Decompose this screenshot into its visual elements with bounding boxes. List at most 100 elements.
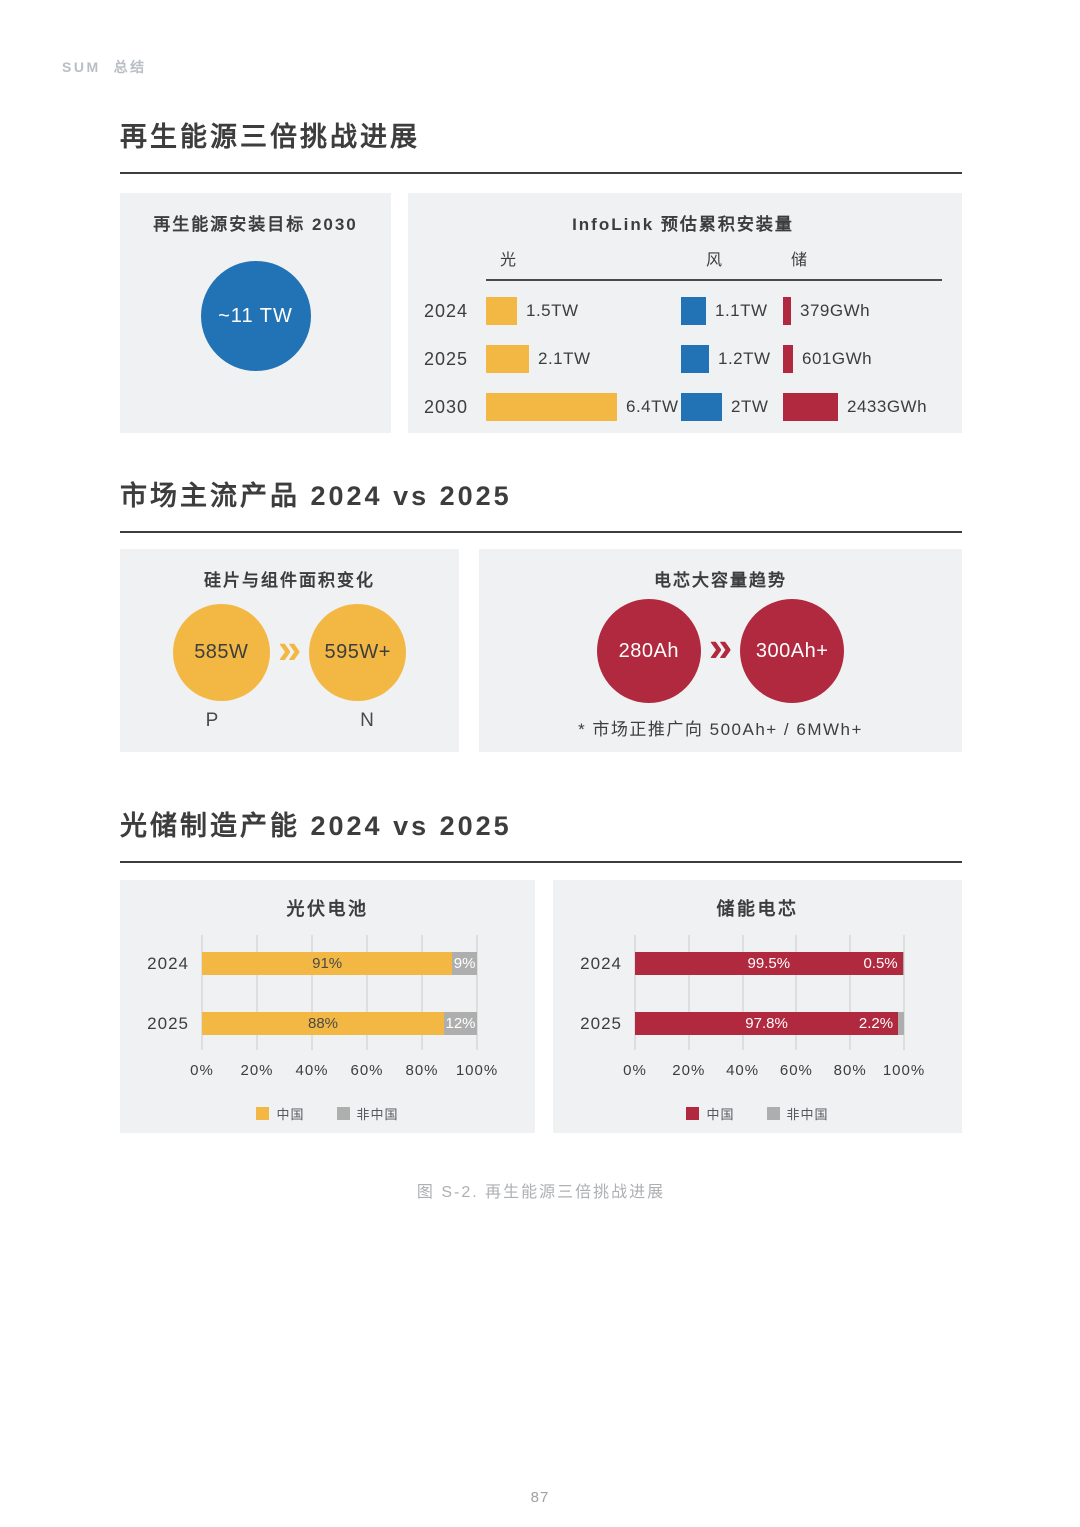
page-number: 87 <box>530 1489 550 1506</box>
storage-bar-row-2024: 2024 99.5% 0.5% <box>580 952 904 976</box>
target-circle: ~11 TW <box>200 261 311 372</box>
storage-bar <box>783 297 791 326</box>
install-header-year-spacer <box>424 246 486 281</box>
install-cell-solar: 2.1TW <box>486 345 681 374</box>
cell-to-value: 300Ah+ <box>755 639 829 662</box>
axis-tick: 100% <box>455 1062 499 1080</box>
capacity-charts-row: 光伏电池 2024 91% <box>120 880 962 1134</box>
china-segment: 88% <box>202 1012 444 1036</box>
module-type-spacer <box>261 710 319 732</box>
axis-tick: 60% <box>779 1062 813 1080</box>
module-to-type: N <box>360 710 374 732</box>
cell-from-circle: 280Ah <box>596 599 701 704</box>
wind-value: 2TW <box>731 397 769 417</box>
axis-tick: 20% <box>672 1062 706 1080</box>
axis-tick: 0% <box>623 1062 647 1080</box>
storage-value: 601GWh <box>802 349 873 369</box>
gridline <box>201 935 203 1051</box>
install-cell-solar: 6.4TW <box>486 393 681 422</box>
wind-value: 1.2TW <box>718 349 771 369</box>
wind-bar <box>681 345 709 374</box>
install-header-columns: 光 风 储 <box>486 246 942 282</box>
legend-swatch-yellow <box>256 1107 270 1121</box>
row-year-label: 2024 <box>580 953 622 973</box>
pv-chart-plot: 2024 91% 9% 2025 88% <box>147 935 478 1051</box>
module-from-type: P <box>205 710 219 732</box>
install-cell-solar: 1.5TW <box>486 297 681 326</box>
cell-capacity-title: 电芯大容量趋势 <box>654 571 787 591</box>
cell-capacity-panel: 电芯大容量趋势 280Ah » 300Ah+ * 市场正推广向 500Ah+ /… <box>479 549 962 753</box>
axis-tick: 80% <box>405 1062 439 1080</box>
gridline <box>311 935 313 1051</box>
module-circles-row: 585W » 595W+ <box>120 604 459 702</box>
gridline <box>634 935 636 1051</box>
solar-value: 2.1TW <box>538 349 591 369</box>
gridline <box>687 935 690 1051</box>
module-to-circle: 595W+ <box>309 604 407 702</box>
china-segment: 99.5% 0.5% <box>635 952 903 976</box>
storage-chart-axis: 0% 20% 40% 60% 80% 100% <box>623 1062 924 1080</box>
non-china-segment: 9% <box>452 952 477 976</box>
legend-label: 中国 <box>706 1107 735 1123</box>
pv-chart-legend: 中国 非中国 <box>120 1104 535 1123</box>
non-china-segment: 12% <box>444 1012 477 1036</box>
pv-bar-row-2024: 2024 91% 9% <box>147 952 477 976</box>
gridline <box>476 935 478 1051</box>
infolink-install-title: InfoLink 预估累积安装量 <box>572 215 794 235</box>
install-row-2030: 2030 6.4TW 2TW 2433GWh <box>424 383 942 431</box>
gridline <box>366 935 368 1051</box>
cell-from-value: 280Ah <box>618 639 679 662</box>
legend-label: 非中国 <box>356 1107 399 1123</box>
install-cell-storage: 2433GWh <box>783 393 942 422</box>
axis-tick: 0% <box>190 1062 214 1080</box>
pv-chart-axis: 0% 20% 40% 60% 80% 100% <box>190 1062 497 1080</box>
wind-value: 1.1TW <box>715 301 768 321</box>
install-cell-storage: 601GWh <box>783 345 942 374</box>
china-share-label: 88% <box>307 1015 339 1033</box>
install-table-rows: 2024 1.5TW 1.1TW 379GWh <box>424 287 942 431</box>
legend-item-non-china: 非中国 <box>336 1104 399 1123</box>
install-cell-wind: 1.2TW <box>681 345 783 374</box>
pv-cell-chart: 光伏电池 2024 91% <box>120 880 535 1134</box>
china-share-label: 97.8% <box>745 1015 788 1033</box>
storage-value: 379GWh <box>800 301 871 321</box>
install-cell-wind: 2TW <box>681 393 783 422</box>
gridline <box>421 935 423 1051</box>
axis-tick: 40% <box>295 1062 329 1080</box>
axis-tick: 40% <box>726 1062 760 1080</box>
col-header-wind: 风 <box>706 252 724 270</box>
legend-item-china: 中国 <box>256 1104 304 1123</box>
wafer-module-panel: 硅片与组件面积变化 585W » 595W+ P N <box>120 549 459 753</box>
install-table-header: 光 风 储 <box>424 246 942 282</box>
page-content: 再生能源三倍挑战进展 再生能源安装目标 2030 ~11 TW InfoLink… <box>120 118 962 1202</box>
section-title-manufacturing-capacity: 光储制造产能 2024 vs 2025 <box>120 807 962 864</box>
legend-swatch-gray <box>336 1107 350 1121</box>
gridline <box>741 935 744 1051</box>
china-segment: 97.8% 2.2% <box>635 1012 899 1036</box>
install-row-2025: 2025 2.1TW 1.2TW 601GWh <box>424 335 942 383</box>
module-from-value: 585W <box>194 641 249 664</box>
solar-value: 6.4TW <box>626 397 679 417</box>
pv-bar-row-2025: 2025 88% 12% <box>147 1012 477 1036</box>
gridline <box>849 935 852 1051</box>
storage-bar <box>783 393 838 422</box>
wafer-module-title: 硅片与组件面积变化 <box>204 571 375 591</box>
non-china-segment <box>898 1012 904 1036</box>
china-share-label: 99.5% <box>747 955 791 973</box>
storage-cell-chart: 储能电芯 2024 99.5% 0.5% <box>553 880 962 1134</box>
solar-value: 1.5TW <box>526 301 579 321</box>
row-year-label: 2024 <box>147 953 189 973</box>
section-renewable-progress: 再生能源三倍挑战进展 再生能源安装目标 2030 ~11 TW InfoLink… <box>120 118 962 434</box>
china-share-label: 91% <box>312 955 343 973</box>
axis-tick: 100% <box>882 1062 926 1080</box>
non-china-share-label: 12% <box>445 1015 476 1033</box>
pv-chart-title: 光伏电池 <box>286 899 369 920</box>
header-section-code: SUM <box>62 59 101 75</box>
row-year-label: 2025 <box>580 1013 622 1033</box>
install-row-2024: 2024 1.5TW 1.1TW 379GWh <box>424 287 942 335</box>
storage-value: 2433GWh <box>847 397 928 417</box>
storage-bar-row-2025: 2025 97.8% 2.2% <box>580 1012 904 1036</box>
solar-bar <box>486 345 529 374</box>
non-china-share-label: 2.2% <box>858 1015 894 1033</box>
running-header: SUM 总结 <box>62 57 147 77</box>
